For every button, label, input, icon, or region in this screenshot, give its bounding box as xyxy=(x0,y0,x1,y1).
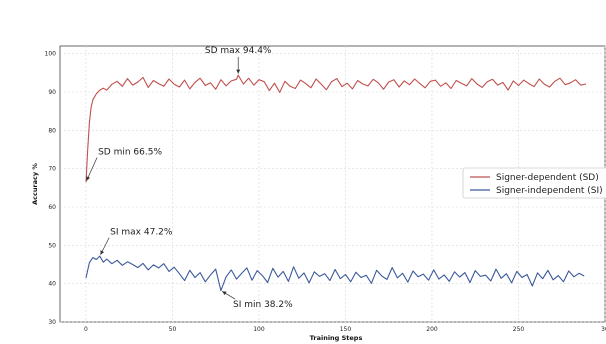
x-tick-label: 150 xyxy=(340,326,352,333)
y-tick-label: 80 xyxy=(48,127,56,134)
annotation-label: SI min 38.2% xyxy=(233,300,293,310)
x-tick-label: 200 xyxy=(426,326,438,333)
x-tick-label: 250 xyxy=(513,326,525,333)
y-tick-label: 100 xyxy=(45,51,57,58)
annotation-arrow xyxy=(86,157,98,181)
series-line-sd xyxy=(85,74,587,183)
y-tick-label: 70 xyxy=(48,166,56,173)
x-tick-label: 100 xyxy=(253,326,265,333)
annotation-label: SD max 94.4% xyxy=(205,46,272,56)
annotation-arrowhead xyxy=(100,250,105,255)
annotation-label: SI max 47.2% xyxy=(110,228,173,238)
x-axis-ticks: 0 50 100 150 200 250 30 xyxy=(84,326,606,333)
annotations: SD max 94.4% SD min 66.5% SI max 47.2% SI m… xyxy=(86,46,293,310)
series-line-si xyxy=(85,255,585,292)
y-axis-ticks: 30 40 50 60 70 80 90 100 xyxy=(45,51,57,326)
x-tick-label: 50 xyxy=(169,326,177,333)
legend-box xyxy=(462,167,606,199)
x-axis-label: Training Steps xyxy=(310,334,363,342)
y-tick-label: 40 xyxy=(48,281,56,288)
y-tick-label: 60 xyxy=(48,204,56,211)
annotation-arrowhead xyxy=(222,291,227,296)
y-tick-label: 30 xyxy=(48,319,56,326)
y-tick-label: 90 xyxy=(48,89,56,96)
series-lines xyxy=(85,74,587,292)
legend-label-sd: Signer-dependent (SD) xyxy=(496,173,599,183)
x-tick-label: 0 xyxy=(84,326,88,333)
legend: Signer-dependent (SD) Signer-independent… xyxy=(462,167,606,199)
annotation-arrowhead xyxy=(236,69,241,74)
y-tick-label: 50 xyxy=(48,242,56,249)
annotation-arrowhead xyxy=(86,176,91,181)
annotation-label: SD min 66.5% xyxy=(98,147,162,157)
y-axis-label: Accuracy % xyxy=(31,163,39,205)
legend-label-si: Signer-independent (SI) xyxy=(496,186,603,196)
x-tick-label: 30 xyxy=(601,326,606,333)
